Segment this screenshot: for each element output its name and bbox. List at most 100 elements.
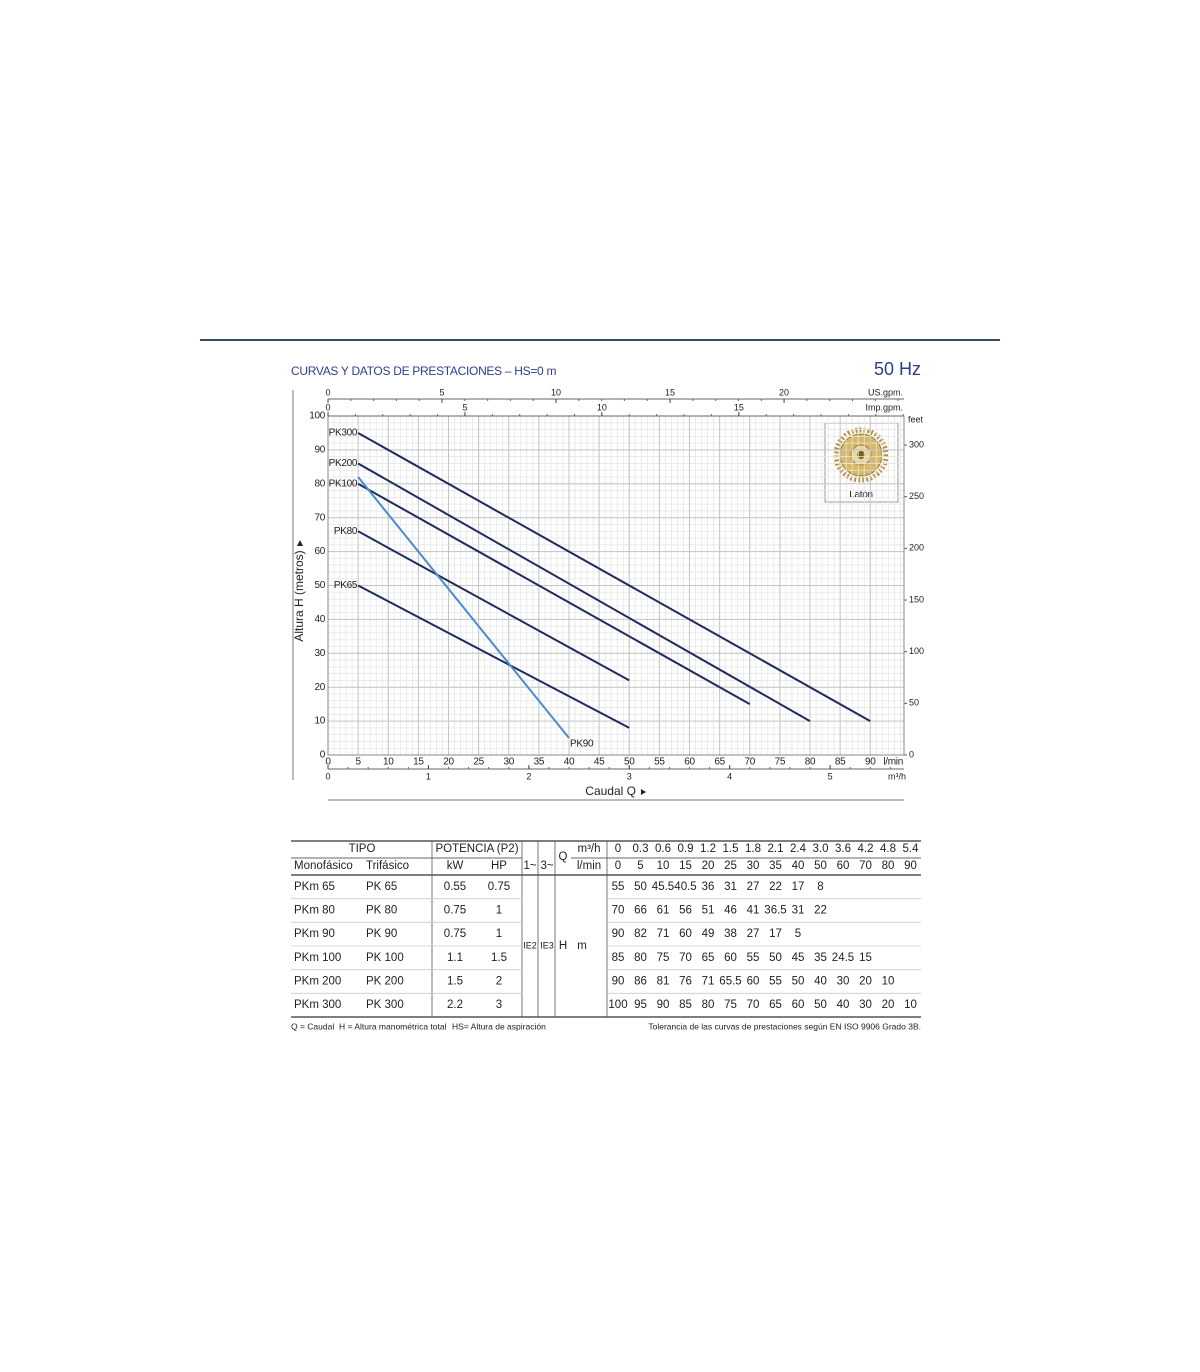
header-cell: TIPO: [349, 843, 376, 855]
table-cell: 1.5: [447, 976, 463, 988]
header-cell: 35: [769, 860, 782, 872]
header-cell: 3.6: [835, 843, 851, 855]
table-cell: 8: [817, 881, 823, 893]
table-cell: 31: [792, 905, 805, 917]
secondary-tick-label: 20: [779, 387, 789, 397]
secondary-tick-label: 15: [665, 387, 675, 397]
table-cell: 71: [702, 976, 715, 988]
table-cell: 55: [612, 881, 625, 893]
secondary-tick-label: 15: [734, 402, 744, 412]
table-cell: 0.75: [488, 881, 510, 893]
y-arrow: [297, 540, 303, 546]
secondary-tick-label: 0: [325, 387, 330, 397]
header-cell: 1.2: [700, 843, 716, 855]
header-cell: 5.4: [903, 843, 920, 855]
secondary-tick-label: 5: [440, 387, 445, 397]
x-tick-label: 0: [325, 757, 331, 768]
y-tick-label: 30: [314, 648, 325, 659]
y-axis-title: Altura H (metros): [292, 550, 306, 641]
header-cell: 80: [882, 860, 895, 872]
table-cell: 38: [724, 928, 737, 940]
table-cell: PKm 300: [294, 999, 341, 1011]
table-cell: 66: [634, 905, 647, 917]
table-cell: 3: [496, 999, 502, 1011]
x-tick-label: 65: [714, 757, 725, 768]
series-line: [357, 476, 570, 739]
table-cell: 15: [859, 952, 872, 964]
table-cell: 5: [795, 928, 801, 940]
table-cell: 45.5: [652, 881, 674, 893]
table-cell: 80: [634, 952, 647, 964]
table-cell: IE2: [523, 940, 537, 950]
table-cell: 40: [837, 999, 850, 1011]
table-cell: 20: [882, 999, 895, 1011]
chart-title: CURVAS Y DATOS DE PRESTACIONES – HS=0 m: [291, 364, 556, 378]
table-cell: 85: [612, 952, 625, 964]
secondary-tick-label: 5: [828, 771, 833, 781]
header-cell: 0.6: [655, 843, 671, 855]
table-cell: 35: [814, 952, 827, 964]
table-cell: 49: [702, 928, 715, 940]
table-cell: 45: [792, 952, 805, 964]
table-cell: 17: [792, 881, 805, 893]
y2-tick-label: 200: [909, 543, 924, 553]
x-unit: l/min: [883, 757, 903, 768]
y-tick-label: 50: [314, 580, 325, 591]
series-line: [357, 584, 630, 729]
y-tick-label: 10: [314, 716, 325, 727]
table-cell: PKm 90: [294, 928, 335, 940]
x-axis-title: Caudal Q: [585, 784, 636, 798]
secondary-tick-label: 0: [325, 771, 330, 781]
series-label: PK300: [329, 428, 358, 439]
table-cell: 50: [769, 952, 782, 964]
table-cell: 100: [608, 999, 627, 1011]
header-cell: 30: [747, 860, 760, 872]
table-cell: 10: [904, 999, 917, 1011]
table-cell: 60: [747, 976, 760, 988]
y-tick-label: 20: [314, 682, 325, 693]
header-cell: 3.0: [813, 843, 829, 855]
header-cell: 4.2: [858, 843, 874, 855]
table-cell: 40.5: [674, 881, 696, 893]
secondary-tick-label: 0: [325, 402, 330, 412]
table-cell: 50: [634, 881, 647, 893]
footnote: Tolerancia de las curvas de prestaciones…: [648, 1021, 921, 1031]
header-cell: 90: [904, 860, 917, 872]
secondary-tick-label: 2: [526, 771, 531, 781]
header-cell: m³/h: [578, 843, 601, 855]
x-tick-label: 35: [534, 757, 545, 768]
secondary-unit: US.gpm.: [868, 387, 903, 397]
secondary-tick-label: 10: [551, 387, 561, 397]
table-cell: PKm 200: [294, 976, 341, 988]
table-cell: 17: [769, 928, 782, 940]
x-tick-label: 55: [654, 757, 665, 768]
table-cell: PK 200: [366, 976, 404, 988]
header-cell: kW: [447, 860, 464, 872]
inset-label: Latón: [849, 490, 873, 501]
table-cell: PKm 100: [294, 952, 341, 964]
table-cell: 65.5: [719, 976, 741, 988]
table-cell: 65: [769, 999, 782, 1011]
table-cell: 61: [657, 905, 670, 917]
x-tick-label: 30: [503, 757, 514, 768]
table-cell: 51: [702, 905, 715, 917]
table-cell: 70: [747, 999, 760, 1011]
y2-tick-label: 250: [909, 491, 924, 501]
header-cell: 2.1: [768, 843, 784, 855]
table-cell: 27: [747, 881, 760, 893]
series-label: PK200: [329, 458, 358, 469]
secondary-tick-label: 4: [727, 771, 732, 781]
table-cell: 36.5: [764, 905, 786, 917]
table-cell: 30: [837, 976, 850, 988]
table-cell: 70: [679, 952, 692, 964]
series-label: PK80: [334, 526, 358, 537]
secondary-tick-label: 10: [597, 402, 607, 412]
series-label: PK65: [334, 580, 358, 591]
table-cell: 50: [792, 976, 805, 988]
header-cell: 50: [814, 860, 827, 872]
header-cell: 1~: [523, 860, 536, 872]
header-cell: 3~: [540, 860, 553, 872]
table-cell: 90: [612, 928, 625, 940]
y-tick-label: 80: [314, 478, 325, 489]
